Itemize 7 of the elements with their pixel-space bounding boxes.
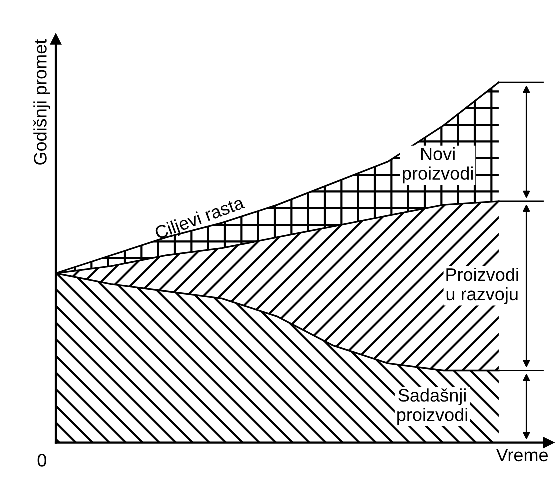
series-label: Novi proizvodi xyxy=(403,147,473,184)
annotation: Ciljevi rasta xyxy=(154,196,247,244)
series-label: Proizvodi u razvoju xyxy=(446,268,518,304)
text: 0 xyxy=(38,454,46,467)
x-axis-title: Vreme xyxy=(496,449,548,462)
series-label: Sadašnji proizvodi xyxy=(398,388,468,425)
y-axis-title: Godišnji promet xyxy=(34,39,50,165)
